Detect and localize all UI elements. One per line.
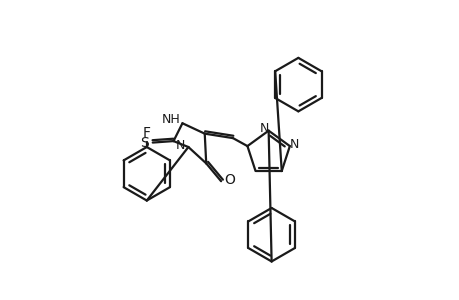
Text: N: N	[289, 138, 298, 151]
Text: F: F	[142, 126, 151, 140]
Text: N: N	[259, 122, 269, 135]
Text: N: N	[176, 139, 185, 152]
Text: O: O	[224, 173, 235, 187]
Text: NH: NH	[161, 113, 179, 126]
Text: S: S	[140, 136, 148, 151]
